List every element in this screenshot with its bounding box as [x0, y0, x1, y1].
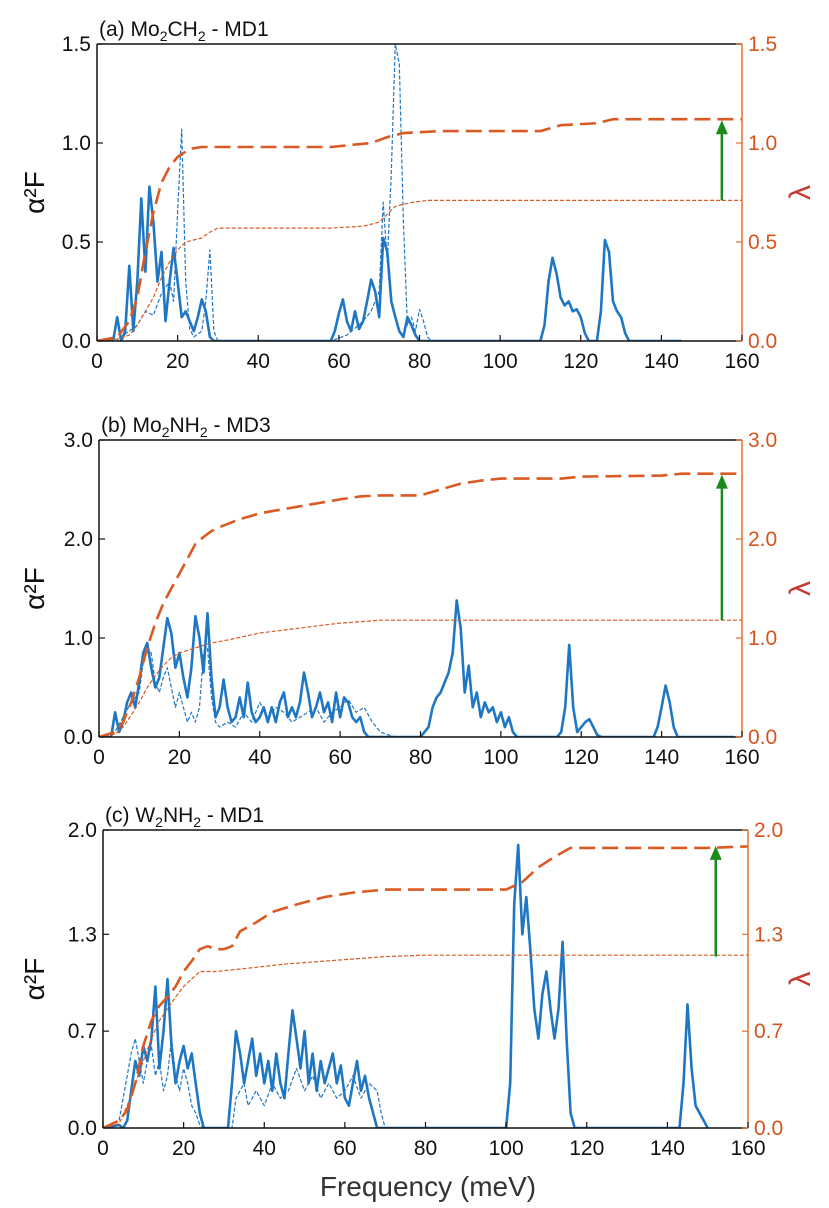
- y-left-tick-label: 0.5: [62, 231, 91, 254]
- y-left-tick-label: 2.0: [68, 819, 97, 842]
- x-tick-label: 120: [563, 350, 598, 373]
- x-tick-label: 0: [93, 746, 105, 769]
- chart-panel-c: 0 20 40 60 80 100 120 140 1600.00.71.32.00.00.71…: [19, 804, 817, 1160]
- y-right-tick-label: 1.0: [748, 627, 777, 650]
- panel-label-text: NH: [169, 414, 199, 437]
- y-left-tick-label: 1.3: [68, 923, 97, 946]
- y-left-axis-label: α²F: [19, 171, 50, 214]
- y-left-tick-label: 1.5: [62, 33, 91, 56]
- x-tick-label: 60: [333, 1137, 356, 1160]
- panel-label-text: (b) Mo: [101, 414, 162, 437]
- x-tick-label: 160: [724, 746, 759, 769]
- x-tick-label: 140: [650, 1137, 685, 1160]
- lambda-dashed-line: [97, 117, 742, 341]
- lambda-dotted-line: [99, 619, 742, 737]
- y-right-tick-label: 2.0: [754, 819, 783, 842]
- y-right-axis-label: λ: [784, 581, 817, 596]
- alpha2f-solid-line: [99, 599, 734, 737]
- x-axis-label: Frequency (meV): [320, 1171, 536, 1202]
- chart-panel-a: 0 20 40 60 80 100 120 140 1600.00.51.01.50.00.51…: [19, 18, 817, 373]
- alpha2f-dotted-line: [99, 647, 397, 737]
- panel-label-subscript: 2: [155, 814, 163, 830]
- x-tick-label: 60: [328, 746, 351, 769]
- y-right-tick-label: 0.0: [754, 1117, 783, 1140]
- x-tick-label: 60: [327, 350, 350, 373]
- y-right-tick-label: 1.5: [748, 33, 777, 56]
- panel-label: (a) Mo2CH2 - MD1: [99, 18, 269, 44]
- panel-label-text: (a) Mo: [99, 18, 160, 41]
- panel-label-text: - MD1: [201, 804, 264, 827]
- lambda-dashed-line: [99, 472, 742, 737]
- x-tick-label: 40: [253, 1137, 276, 1160]
- y-right-tick-label: 1.0: [748, 132, 777, 155]
- y-right-tick-label: 2.0: [748, 528, 777, 551]
- y-left-tick-label: 0.0: [62, 330, 91, 353]
- panel-label-subscript: 2: [160, 28, 168, 44]
- x-tick-label: 20: [168, 746, 191, 769]
- x-tick-label: 120: [564, 746, 599, 769]
- lambda-arrow-head: [715, 120, 728, 135]
- y-right-tick-label: 1.3: [754, 923, 783, 946]
- y-left-axis-label: α²F: [19, 567, 50, 610]
- y-left-tick-label: 0.7: [68, 1020, 97, 1043]
- panel-label-subscript: 2: [198, 28, 206, 44]
- y-left-tick-label: 1.0: [64, 627, 93, 650]
- lambda-dashed-line: [103, 845, 748, 1128]
- x-tick-label: 40: [247, 350, 270, 373]
- x-tick-label: 100: [483, 350, 518, 373]
- alpha2f-solid-line: [97, 185, 682, 341]
- y-right-tick-label: 0.0: [748, 726, 777, 749]
- x-tick-label: 40: [248, 746, 271, 769]
- lambda-arrow-head: [709, 845, 722, 860]
- panel-label-text: - MD3: [208, 414, 271, 437]
- x-tick-label: 120: [569, 1137, 604, 1160]
- x-tick-label: 100: [489, 1137, 524, 1160]
- panel-label-subscript: 2: [162, 424, 170, 440]
- lambda-dotted-line: [103, 954, 748, 1128]
- x-tick-label: 20: [166, 350, 189, 373]
- panel-label: (c) W2NH2 - MD1: [105, 804, 264, 830]
- x-tick-label: 0: [97, 1137, 109, 1160]
- alpha2f-dotted-line: [97, 43, 433, 341]
- panel-label: (b) Mo2NH2 - MD3: [101, 414, 271, 440]
- x-tick-label: 20: [172, 1137, 195, 1160]
- x-tick-label: 140: [644, 350, 679, 373]
- panel-label-text: - MD1: [206, 18, 269, 41]
- y-right-tick-label: 3.0: [748, 429, 777, 452]
- y-left-tick-label: 0.0: [64, 726, 93, 749]
- y-left-tick-label: 0.0: [68, 1117, 97, 1140]
- y-right-tick-label: 0.7: [754, 1020, 783, 1043]
- y-left-tick-label: 1.0: [62, 132, 91, 155]
- x-tick-label: 160: [724, 350, 759, 373]
- y-left-tick-label: 2.0: [64, 528, 93, 551]
- y-right-axis-label: λ: [784, 185, 817, 200]
- panels-group: 0 20 40 60 80 100 120 140 1600.00.51.01.50.00.51…: [19, 18, 817, 1160]
- alpha2f-dotted-line: [103, 1038, 386, 1128]
- lambda-dotted-line: [97, 199, 742, 341]
- lambda-arrow-head: [715, 474, 728, 489]
- panel-label-text: NH: [163, 804, 193, 827]
- x-tick-label: 80: [414, 1137, 437, 1160]
- y-left-axis-label: α²F: [19, 958, 50, 1001]
- alpha2f-solid-line: [103, 843, 709, 1128]
- y-right-tick-label: 0.5: [748, 231, 777, 254]
- x-tick-label: 80: [409, 746, 432, 769]
- x-tick-label: 160: [730, 1137, 765, 1160]
- y-right-tick-label: 0.0: [748, 330, 777, 353]
- y-left-tick-label: 3.0: [64, 429, 93, 452]
- panel-label-subscript: 2: [193, 814, 201, 830]
- panel-label-text: CH: [167, 18, 197, 41]
- panel-label-text: (c) W: [105, 804, 155, 827]
- panel-label-subscript: 2: [200, 424, 208, 440]
- y-right-axis-label: λ: [784, 972, 817, 987]
- x-tick-label: 0: [91, 350, 103, 373]
- x-tick-label: 80: [408, 350, 431, 373]
- x-tick-label: 100: [483, 746, 518, 769]
- chart-panel-b: 0 20 40 60 80 100 120 140 1600.01.02.03.00.01.02…: [19, 414, 817, 769]
- x-tick-label: 140: [644, 746, 679, 769]
